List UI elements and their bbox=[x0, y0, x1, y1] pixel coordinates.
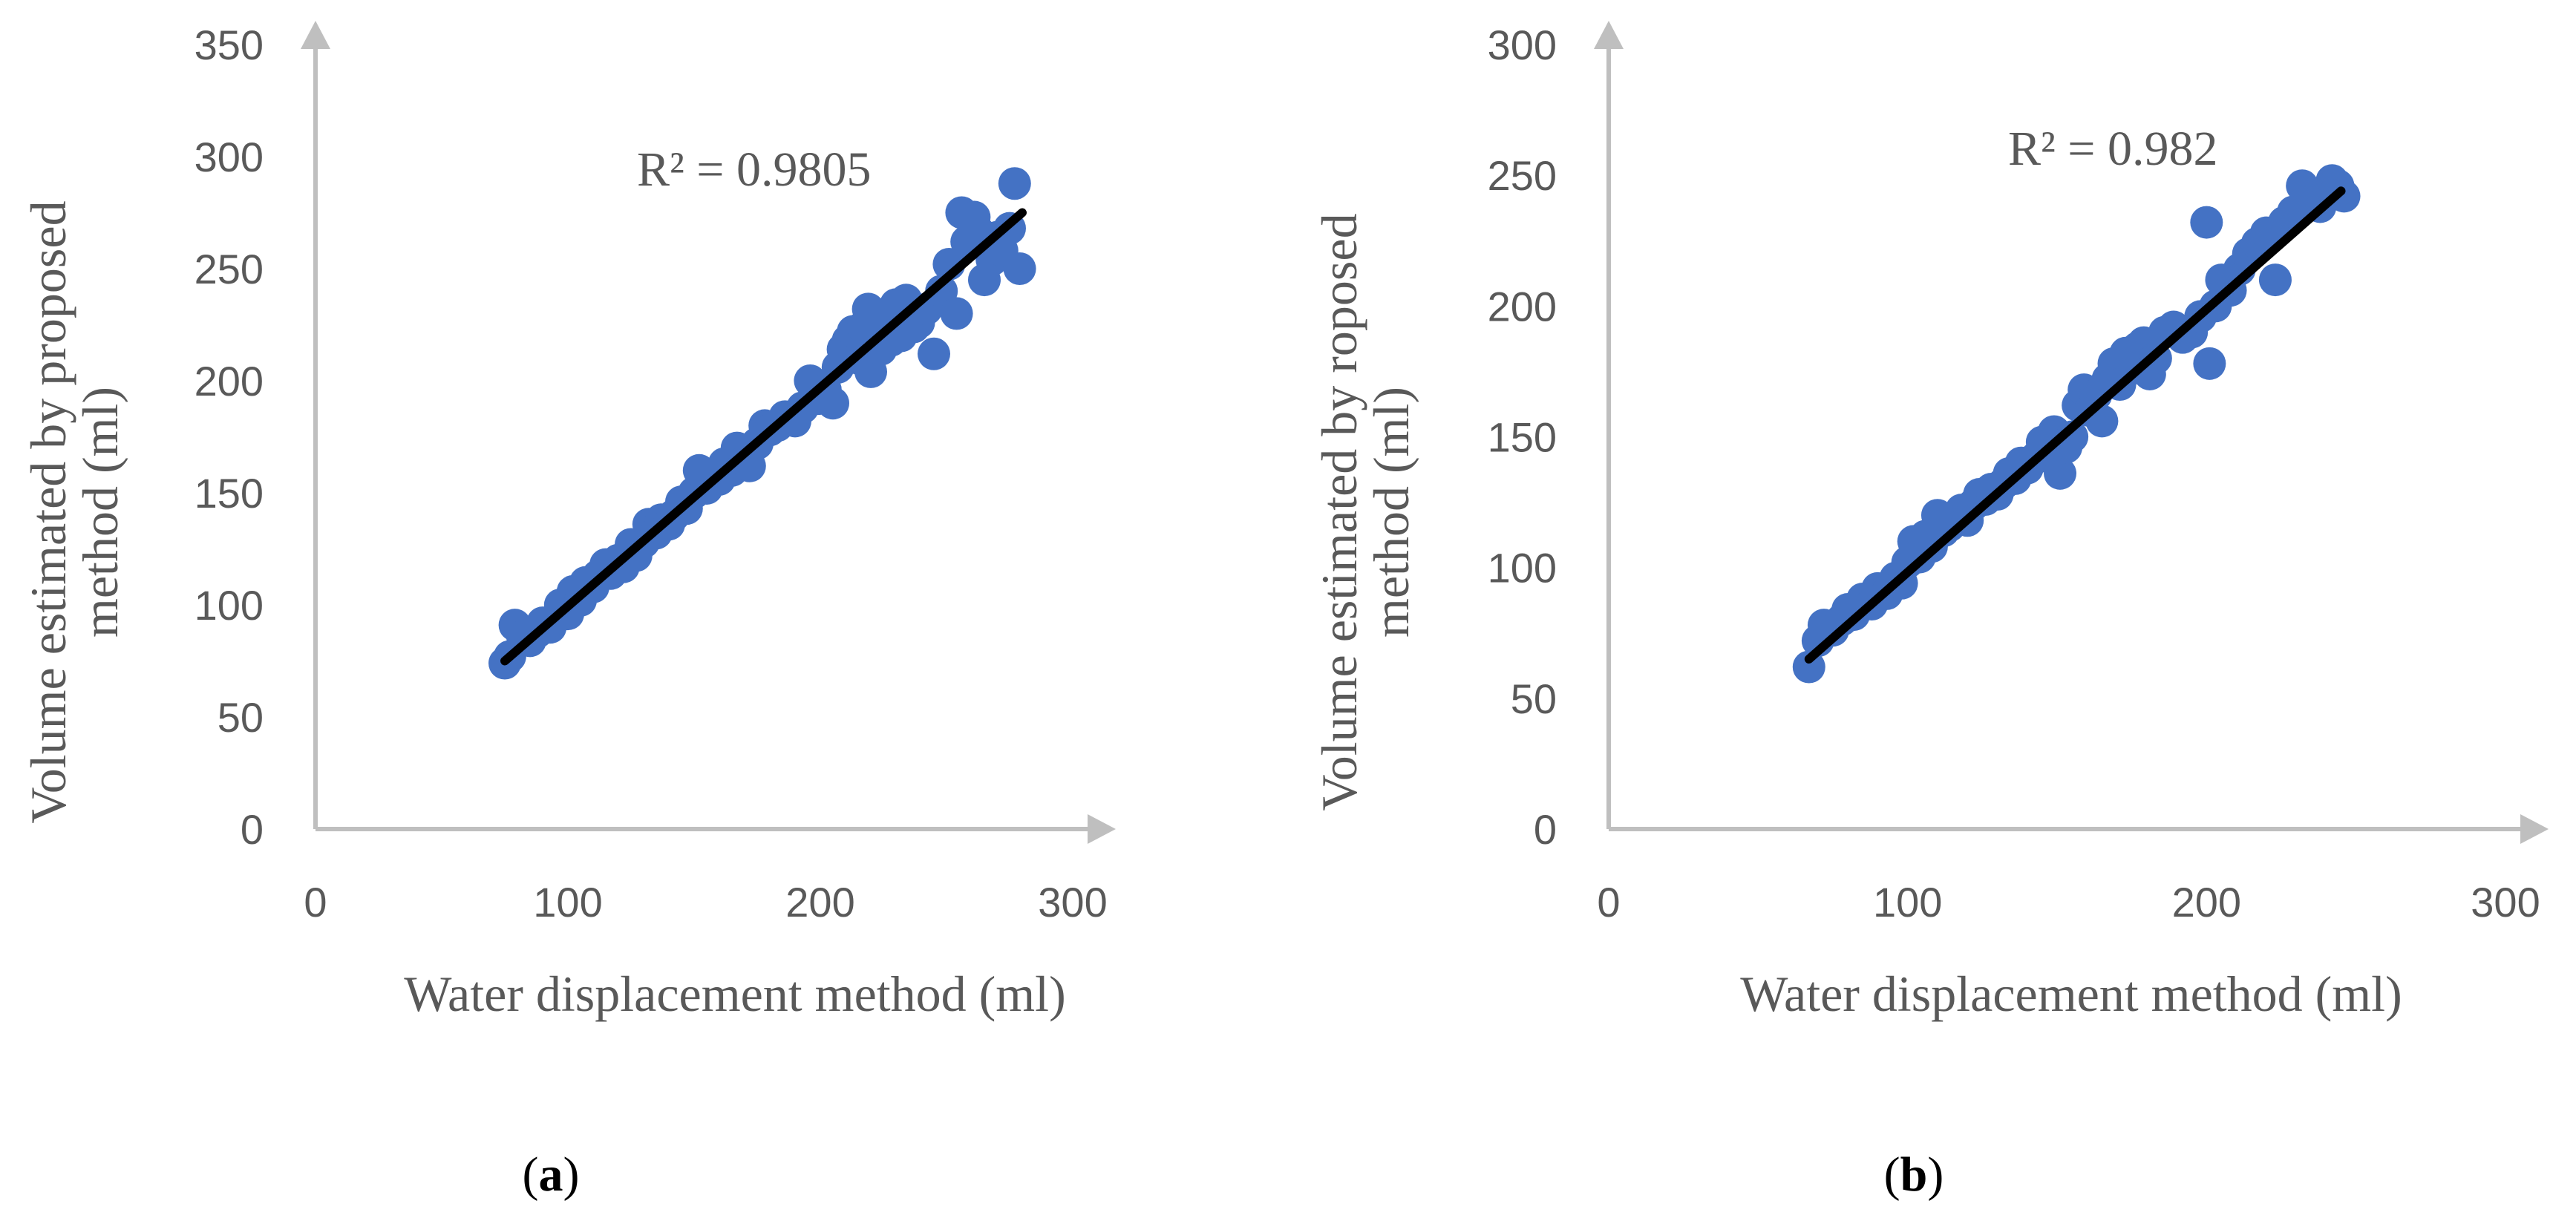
chart-b-trendline bbox=[1804, 186, 2346, 664]
chart-b-y-tick-label: 0 bbox=[1534, 806, 1557, 853]
chart-a-panel-letter: a bbox=[539, 1147, 563, 1202]
chart-b-data-point bbox=[2327, 180, 2361, 213]
chart-a-data-point bbox=[1003, 252, 1036, 285]
chart-b-x-label: Water displacement method (ml) bbox=[1740, 966, 2402, 1022]
chart-a-data-point bbox=[940, 297, 973, 330]
chart-b-y-label-line2: method (ml) bbox=[1363, 387, 1419, 638]
chart-b-x-tick-label: 0 bbox=[1597, 879, 1620, 926]
chart-a-y-tick-label: 300 bbox=[194, 134, 264, 180]
chart-b-data-point bbox=[2258, 263, 2292, 297]
chart-b-y-tick-label: 100 bbox=[1488, 545, 1557, 592]
chart-a-y-tick-label: 0 bbox=[241, 806, 264, 853]
chart-a-y-tick-label: 350 bbox=[194, 22, 264, 68]
chart-b-x-tick-label: 300 bbox=[2471, 879, 2540, 926]
chart-a-x-label: Water displacement method (ml) bbox=[404, 966, 1065, 1022]
chart-a-y-tick-label: 250 bbox=[194, 246, 264, 292]
chart-b-y-tick-label: 300 bbox=[1488, 22, 1557, 68]
chart-b-panel-letter: b bbox=[1900, 1147, 1928, 1202]
chart-a-y-label-line1: Volume estimated by proposed bbox=[20, 200, 76, 823]
chart-a-trendline bbox=[500, 208, 1027, 666]
chart-a-r2-annotation: R² = 0.9805 bbox=[637, 143, 872, 197]
chart-a-x-tick-label: 100 bbox=[533, 879, 602, 926]
chart-a: 0 100 200 300 0 50 100 150 200 250 300 350 R² = 0.… bbox=[20, 21, 1116, 1202]
chart-a-x-tick-label: 0 bbox=[304, 879, 327, 926]
chart-b-x-ticks: 0 100 200 300 bbox=[1597, 879, 2540, 926]
chart-a-y-tick-label: 200 bbox=[194, 358, 264, 405]
chart-a-y-tick-label: 150 bbox=[194, 470, 264, 517]
chart-a-panel-label: (a) bbox=[523, 1147, 580, 1202]
chart-a-y-ticks: 0 50 100 150 200 250 300 350 bbox=[194, 22, 264, 853]
chart-b-x-tick-label: 200 bbox=[2172, 879, 2241, 926]
chart-b-data-point bbox=[2044, 456, 2077, 490]
chart-a-data-point bbox=[918, 337, 950, 370]
chart-a-y-arrow bbox=[301, 21, 330, 49]
chart-b-y-tick-label: 50 bbox=[1511, 675, 1557, 722]
chart-b-y-tick-label: 150 bbox=[1488, 414, 1557, 461]
chart-b-y-arrow bbox=[1594, 21, 1624, 49]
chart-b-y-label-line1: Volume estimated by roposed bbox=[1311, 213, 1367, 810]
chart-a-x-arrow bbox=[1088, 814, 1116, 844]
chart-b-y-ticks: 0 50 100 150 200 250 300 bbox=[1488, 22, 1557, 853]
chart-b-x-arrow bbox=[2520, 814, 2549, 844]
chart-b-data-point bbox=[2190, 206, 2223, 239]
chart-a-x-tick-label: 300 bbox=[1038, 879, 1107, 926]
chart-b-data-point bbox=[2056, 420, 2089, 453]
chart-b-data-point bbox=[2193, 347, 2226, 380]
chart-a-y-tick-label: 50 bbox=[218, 694, 264, 741]
chart-b-y-tick-label: 250 bbox=[1488, 152, 1557, 199]
chart-a-x-tick-label: 200 bbox=[785, 879, 854, 926]
chart-b-panel-label: (b) bbox=[1884, 1147, 1944, 1202]
chart-b-x-tick-label: 100 bbox=[1873, 879, 1942, 926]
chart-b: 0 100 200 300 0 50 100 150 200 250 300 R² = 0.982… bbox=[1311, 21, 2549, 1202]
chart-b-y-tick-label: 200 bbox=[1488, 283, 1557, 330]
chart-b-points bbox=[1792, 164, 2361, 684]
chart-a-x-ticks: 0 100 200 300 bbox=[304, 879, 1107, 926]
chart-b-data-point bbox=[1792, 650, 1825, 684]
chart-a-data-point bbox=[817, 387, 849, 420]
chart-a-y-tick-label: 100 bbox=[194, 582, 264, 629]
chart-b-r2-annotation: R² = 0.982 bbox=[2008, 122, 2218, 176]
chart-a-y-label-line2: method (ml) bbox=[72, 387, 128, 638]
chart-a-data-point bbox=[998, 167, 1031, 200]
